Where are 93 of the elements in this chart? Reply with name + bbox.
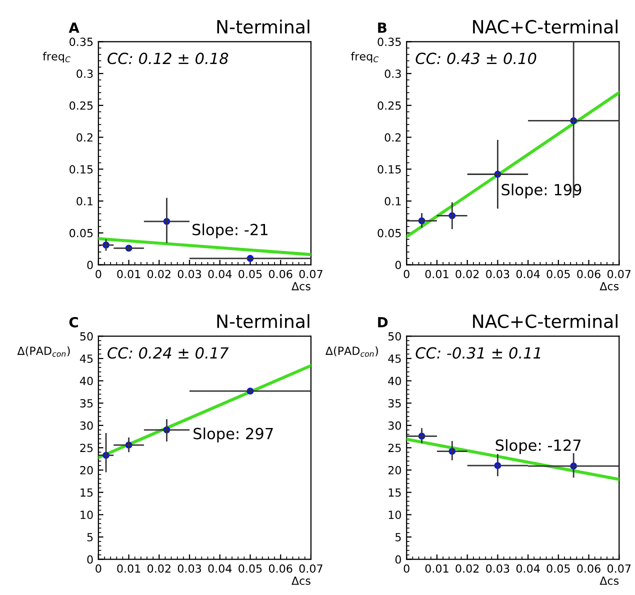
x-tick-label: 0.07 <box>607 270 631 278</box>
y-tick-label: 0.2 <box>76 133 92 142</box>
x-axis-title: Δcs <box>600 576 619 585</box>
chart-title: N-terminal <box>217 314 310 328</box>
annotation: CC: 0.24 ± 0.17 <box>108 347 229 359</box>
annotation: CC: 0.12 ± 0.18 <box>108 52 228 64</box>
text: D <box>378 317 388 328</box>
y-tick-label: 0.25 <box>378 101 401 110</box>
y-tick-label: 0 <box>87 260 93 270</box>
y-tick-label: 0 <box>395 260 401 270</box>
y-tick-label: 0.15 <box>70 165 93 174</box>
x-tick-label: 0.06 <box>268 270 292 278</box>
annotation: Slope: -127 <box>496 439 581 454</box>
x-tick-label: 0.05 <box>238 270 262 278</box>
x-tick-label: 0.03 <box>178 564 201 573</box>
x-tick-label: 0.07 <box>607 564 631 573</box>
y-axis-title: freq$_{C}$ <box>42 52 70 63</box>
annotation: Slope: -21 <box>192 224 268 238</box>
y-tick-label: 10 <box>80 510 93 520</box>
y-axis-title: Δ(PAD$_{con}$) <box>325 346 378 357</box>
y-tick-label: 0.3 <box>384 70 401 78</box>
y-tick-label: 5 <box>87 533 93 542</box>
annotation: CC: -0.31 ± 0.11 <box>416 347 540 359</box>
y-tick-label: 35 <box>388 399 401 408</box>
y-tick-label: 15 <box>80 488 93 497</box>
y-axis-title: Δ(PAD$_{con}$) <box>17 346 70 357</box>
x-tick-label: 0.04 <box>516 270 540 278</box>
y-tick-label: 45 <box>80 354 93 363</box>
x-tick-label: 0.06 <box>268 564 292 573</box>
y-tick-label: 10 <box>388 510 401 520</box>
text: B <box>378 22 386 33</box>
y-tick-label: 15 <box>388 488 401 497</box>
x-tick-label: 0.03 <box>486 270 510 278</box>
x-axis-title: Δcs <box>292 576 310 585</box>
y-tick-label: 0.15 <box>378 165 401 174</box>
x-tick-label: 0.03 <box>486 564 510 573</box>
chart-title: NAC+C-terminal <box>473 20 618 34</box>
y-tick-label: 0.35 <box>70 38 93 46</box>
y-tick-label: 50 <box>388 332 401 341</box>
annotation: CC: 0.43 ± 0.10 <box>416 52 536 64</box>
x-tick-label: 0.04 <box>208 270 232 278</box>
y-tick-label: 30 <box>388 421 401 430</box>
y-tick-label: 0 <box>87 555 93 564</box>
chart-title: N-terminal <box>217 20 310 34</box>
y-tick-label: 25 <box>80 444 93 452</box>
x-tick-label: 0.05 <box>238 564 262 573</box>
y-tick-label: 0.05 <box>70 228 93 238</box>
y-tick-label: 40 <box>388 376 401 386</box>
x-tick-label: 0 <box>404 564 410 573</box>
y-tick-label: 0.05 <box>378 228 401 238</box>
y-tick-label: 0.1 <box>384 197 401 206</box>
x-tick-label: 0.07 <box>299 270 322 278</box>
x-tick-label: 0.06 <box>577 564 600 573</box>
y-tick-label: 0.3 <box>76 70 93 78</box>
x-tick-label: 0.04 <box>516 564 540 573</box>
y-tick-label: 0.2 <box>384 133 401 142</box>
x-tick-label: 0.02 <box>148 564 170 573</box>
x-tick-label: 0.01 <box>117 270 140 278</box>
x-tick-label: 0.01 <box>117 564 140 573</box>
x-axis-title: Δcs <box>600 282 619 290</box>
y-tick-label: 30 <box>80 421 93 430</box>
x-tick-label: 0.02 <box>456 564 479 573</box>
y-tick-label: 0.25 <box>70 101 93 110</box>
text: A <box>68 22 80 33</box>
text: C <box>69 316 78 328</box>
y-tick-label: 0.35 <box>378 38 401 46</box>
chart-title: NAC+C-terminal <box>473 314 618 328</box>
x-tick-label: 0.01 <box>425 270 448 278</box>
x-tick-label: 0.05 <box>546 564 570 573</box>
annotation: Slope: 297 <box>194 428 273 442</box>
x-axis-title: Δcs <box>292 282 310 290</box>
x-tick-label: 0 <box>96 270 102 278</box>
x-tick-label: 0.04 <box>208 564 232 573</box>
x-tick-label: 0.01 <box>425 564 448 573</box>
x-tick-label: 0.02 <box>456 270 479 278</box>
x-tick-label: 0 <box>96 564 102 573</box>
x-tick-label: 0.03 <box>178 270 201 278</box>
y-tick-label: 0 <box>395 555 401 564</box>
y-tick-label: 35 <box>80 399 93 408</box>
x-tick-label: 0.05 <box>546 270 570 278</box>
y-tick-label: 25 <box>388 444 401 452</box>
y-tick-label: 5 <box>396 533 401 542</box>
y-tick-label: 50 <box>80 332 93 341</box>
y-tick-label: 0.1 <box>76 197 93 206</box>
y-tick-label: 20 <box>80 466 93 474</box>
x-tick-label: 0 <box>404 270 410 278</box>
x-tick-label: 0.06 <box>577 270 600 278</box>
x-tick-label: 0.02 <box>148 270 170 278</box>
y-tick-label: 40 <box>80 376 93 386</box>
y-axis-title: freq$_{C}$ <box>351 52 379 63</box>
y-tick-label: 45 <box>388 354 401 363</box>
x-tick-label: 0.07 <box>299 564 322 573</box>
y-tick-label: 20 <box>388 466 401 474</box>
